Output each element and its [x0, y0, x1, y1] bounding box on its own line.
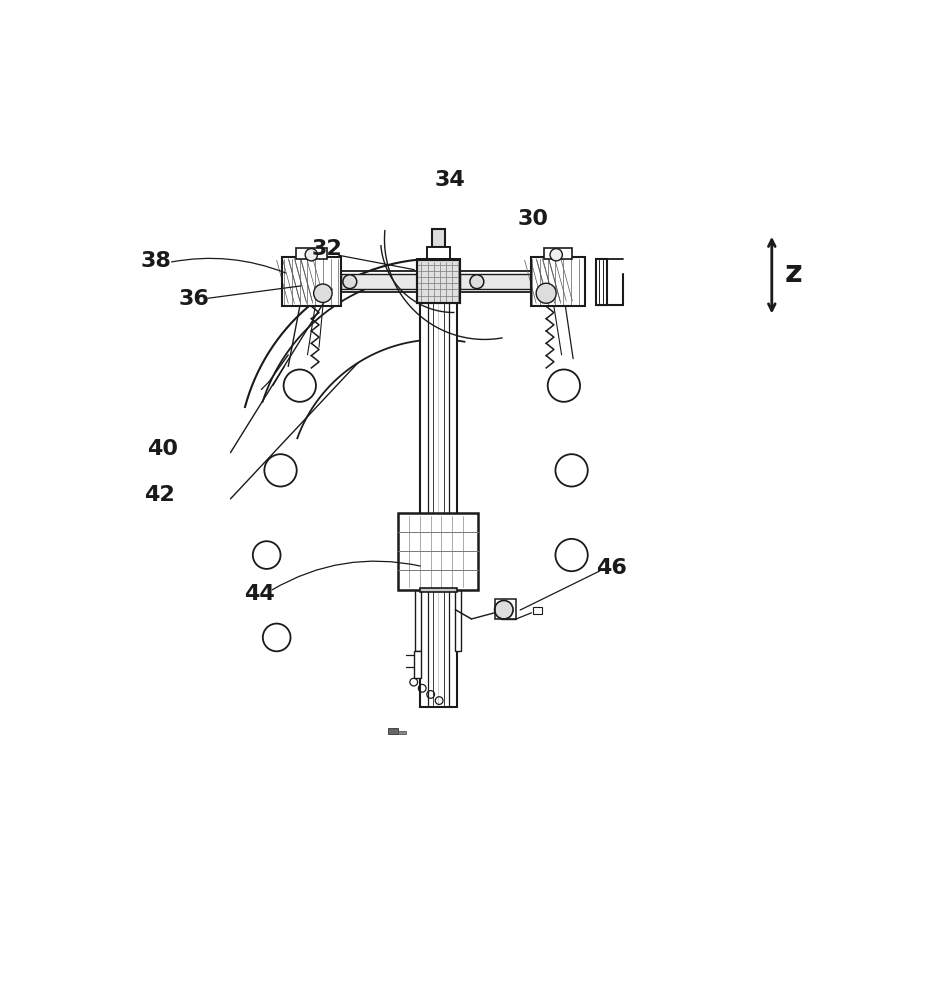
Bar — [456, 590, 461, 651]
Circle shape — [305, 249, 318, 261]
Bar — [296, 248, 327, 259]
Circle shape — [555, 454, 588, 487]
Text: 32: 32 — [311, 239, 342, 259]
Text: 40: 40 — [147, 439, 178, 459]
Circle shape — [550, 249, 562, 261]
Text: 42: 42 — [144, 485, 175, 505]
Bar — [420, 588, 457, 592]
Text: 34: 34 — [434, 170, 465, 190]
Text: 38: 38 — [141, 251, 171, 271]
Bar — [427, 247, 450, 259]
Bar — [544, 248, 571, 259]
Bar — [416, 590, 421, 651]
Text: 36: 36 — [179, 289, 210, 309]
Text: 44: 44 — [244, 584, 275, 604]
Circle shape — [343, 275, 357, 289]
Bar — [432, 229, 445, 247]
Bar — [414, 651, 421, 678]
Circle shape — [536, 283, 556, 303]
Bar — [389, 728, 398, 734]
Text: 30: 30 — [517, 209, 549, 229]
Circle shape — [253, 541, 281, 569]
Bar — [340, 274, 417, 289]
Bar — [417, 260, 459, 303]
Text: z: z — [785, 259, 802, 288]
Circle shape — [283, 369, 316, 402]
Bar — [417, 259, 459, 272]
Bar — [533, 607, 542, 614]
Circle shape — [495, 600, 514, 619]
Circle shape — [265, 454, 296, 487]
Bar — [459, 274, 531, 289]
Circle shape — [548, 369, 580, 402]
Circle shape — [263, 624, 291, 651]
Bar — [531, 257, 584, 306]
Bar — [417, 260, 459, 303]
Circle shape — [555, 539, 588, 571]
Bar — [495, 599, 516, 619]
Bar — [282, 257, 340, 306]
Bar — [531, 257, 584, 306]
Bar — [420, 272, 457, 707]
Bar — [398, 513, 478, 590]
Text: 46: 46 — [596, 558, 627, 578]
Circle shape — [470, 275, 484, 289]
Bar — [398, 731, 406, 734]
Bar — [282, 257, 340, 306]
Bar — [596, 259, 607, 305]
Circle shape — [314, 284, 332, 302]
